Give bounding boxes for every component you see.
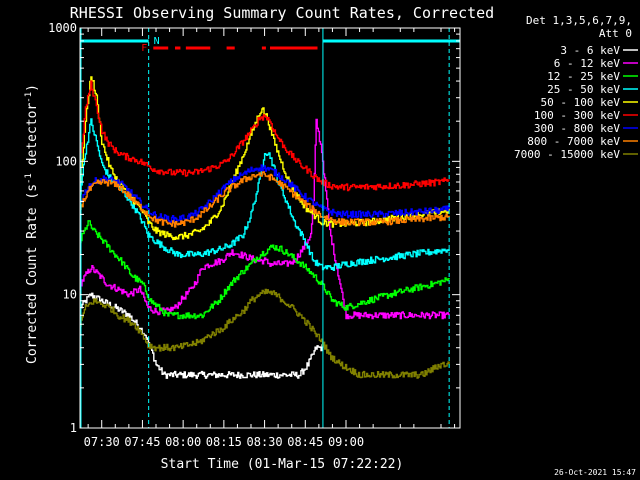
y-axis-label-close: ) [25,84,40,92]
y-axis-label-sup-2: -1 [24,92,34,103]
night-flag-label: N [154,36,160,47]
series-line-3-6-kev [80,292,324,379]
series-line-6-12-kev [80,118,450,320]
series-line-100-300-kev [80,80,450,192]
legend-label-12-25-kev: 12 - 25 keV [547,70,620,83]
legend-label-7000-15000-kev: 7000 - 15000 keV [514,148,620,161]
legend-label-100-300-kev: 100 - 300 keV [534,109,620,122]
series-line-12-25-kev [80,220,450,320]
plot-frame [79,27,461,429]
axes: 1 10 100 1000 07:30 07:45 08:00 08:15 08:30 08:45… [48,21,460,449]
legend-header-line-2: Att 0 [599,27,632,40]
series-line-300-800-kev [80,164,450,223]
x-tick-label-1: 07:45 [124,435,160,449]
series-line-7000-15000-kev [80,288,450,379]
legend-label-300-800-kev: 300 - 800 keV [534,122,620,135]
x-tick-label-3: 08:15 [206,435,242,449]
x-tick-label-6: 09:00 [328,435,364,449]
legend-header-line-1: Det 1,3,5,6,7,9, [526,14,632,27]
series-line-25-50-kev [80,118,450,271]
legend-label-6-12-kev: 6 - 12 keV [554,57,621,70]
x-axis-label: Start Time (01-Mar-15 07:22:22) [161,457,404,472]
chart-title: RHESSI Observing Summary Count Rates, Co… [70,4,494,22]
y-axis-label-main: Corrected Count Rate (s [25,184,40,364]
y-tick-label-2: 100 [55,154,77,168]
x-tick-label-5: 08:45 [287,435,323,449]
legend-label-50-100-kev: 50 - 100 keV [541,96,621,109]
y-axis-label-sup-1: -1 [24,173,34,184]
x-tick-label-4: 08:30 [247,435,283,449]
y-tick-label-3: 1000 [48,21,77,35]
x-tick-label-0: 07:30 [84,435,120,449]
x-tick-label-2: 08:00 [165,435,201,449]
y-tick-label-0: 1 [70,421,77,435]
legend-label-3-6-kev: 3 - 6 keV [560,44,620,57]
y-axis-label: Corrected Count Rate (s-1 detector-1) [24,84,40,364]
legend-label-25-50-kev: 25 - 50 keV [547,83,620,96]
flare-flag-label: F [141,43,147,54]
y-axis-label-unit [25,165,40,173]
y-axis-label-unit-text: detector [25,103,40,166]
series-line-800-7000-kev [80,171,450,228]
y-tick-label-1: 10 [63,288,77,302]
legend-label-800-7000-kev: 800 - 7000 keV [527,135,620,148]
timestamp: 26-Oct-2021 15:47 [554,468,636,477]
plot-area: NF [80,28,460,428]
series-line-50-100-kev [80,76,450,241]
